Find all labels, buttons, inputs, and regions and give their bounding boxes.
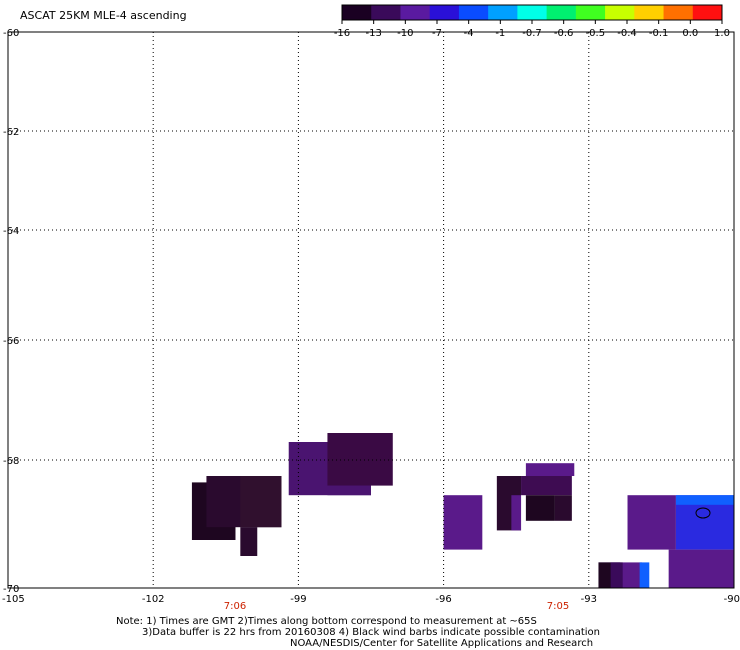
swath-cell <box>525 495 555 521</box>
colorbar-segment <box>634 5 665 20</box>
colorbar-label: 0.0 <box>682 28 698 39</box>
swath-cell <box>610 562 623 588</box>
colorbar-segment <box>400 5 431 20</box>
swath-cell <box>240 527 258 556</box>
colorbar-label: 1.0 <box>714 28 730 39</box>
longitude-label: -105 <box>2 594 25 605</box>
swath-cell <box>521 476 572 496</box>
colorbar-label: -10 <box>397 28 413 39</box>
coastline-contour <box>695 507 711 519</box>
latitude-label: -62 <box>3 127 19 138</box>
colorbar-label: -0.4 <box>617 28 637 39</box>
colorbar-label: -16 <box>334 28 350 39</box>
longitude-label: -102 <box>142 594 165 605</box>
swath-cell <box>554 495 572 521</box>
map-title: ASCAT 25KM MLE-4 ascending <box>20 9 187 22</box>
colorbar-label: -7 <box>432 28 442 39</box>
swath-cell <box>327 485 371 496</box>
colorbar-segment <box>429 5 460 20</box>
colorbar-label: -1 <box>495 28 505 39</box>
latitude-label: -60 <box>3 28 19 39</box>
colorbar-label: -0.6 <box>554 28 574 39</box>
swath-cell <box>525 463 575 476</box>
longitude-label: -96 <box>435 594 451 605</box>
latitude-label: -64 <box>3 226 19 237</box>
colorbar-segment <box>692 5 723 20</box>
scatterometer-swaths <box>191 433 734 588</box>
colorbar-segment <box>371 5 401 20</box>
time-label: 7:05 <box>547 601 569 612</box>
colorbar: -16 -13 -10 -7 -4 -1 -0.7 -0.6 -0.5 -0.4 -0.1 0.0 1.… <box>334 4 730 39</box>
latitude-label: -68 <box>3 456 19 467</box>
swath-cell <box>443 495 483 550</box>
colorbar-label: -13 <box>365 28 381 39</box>
note-line-1: Note: 1) Times are GMT 2)Times along bot… <box>116 616 537 627</box>
colorbar-segment <box>458 5 489 20</box>
note-line-3: NOAA/NESDIS/Center for Satellite Applica… <box>290 638 594 649</box>
colorbar-segment <box>546 5 577 20</box>
swath-cell <box>675 495 734 505</box>
longitude-label: -90 <box>724 594 740 605</box>
swath-cell <box>598 562 611 588</box>
colorbar-segment <box>605 5 635 20</box>
swath-cell <box>627 495 676 550</box>
swath-cell <box>240 476 282 528</box>
latitude-label: -66 <box>3 336 19 347</box>
lat-lon-grid <box>8 32 734 588</box>
colorbar-label: -0.5 <box>586 28 606 39</box>
plot-frame <box>7 31 735 589</box>
note-line-2: 3)Data buffer is 22 hrs from 20160308 4)… <box>142 627 600 638</box>
colorbar-label: -0.7 <box>522 28 542 39</box>
swath-cell <box>511 495 522 531</box>
colorbar-segment <box>575 5 606 20</box>
swath-cell <box>668 549 734 588</box>
colorbar-label: -0.1 <box>649 28 669 39</box>
colorbar-segment <box>488 5 518 20</box>
longitude-label: -99 <box>290 594 306 605</box>
colorbar-segment <box>517 5 548 20</box>
latitude-label: -70 <box>3 584 19 595</box>
colorbar-segment <box>342 5 372 20</box>
axis-labels: -105 -102 -99 -96 -93 -90 -60 -62 -64 -66 -68 -70 7:… <box>2 28 740 612</box>
colorbar-segment <box>663 5 694 20</box>
swath-cell <box>639 562 650 588</box>
swath-cell <box>327 433 393 486</box>
colorbar-label: -4 <box>464 28 474 39</box>
time-label: 7:06 <box>224 601 246 612</box>
longitude-label: -93 <box>581 594 597 605</box>
